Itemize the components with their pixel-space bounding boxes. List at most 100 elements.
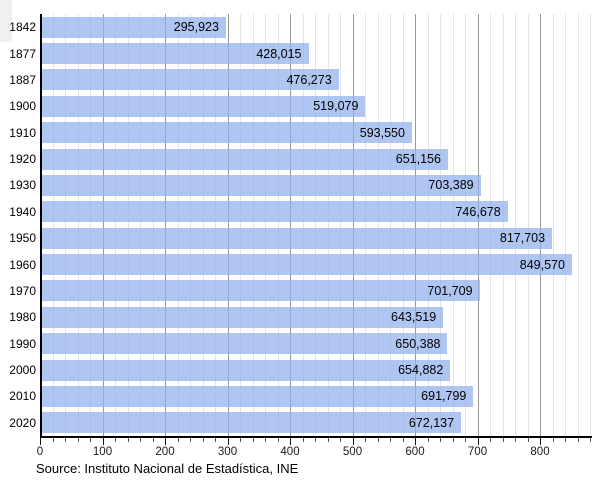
bar-row: 1970 701,709 (0, 278, 592, 304)
bar-rows: 1842 295,923 1877 428,015 1887 476,273 1900 519… (0, 14, 592, 436)
minor-tick (515, 438, 516, 442)
year-label: 1887 (9, 72, 36, 87)
year-label: 1970 (9, 283, 36, 298)
minor-gridline (327, 14, 329, 436)
bar-row: 1990 650,388 (0, 331, 592, 357)
minor-gridline (252, 14, 254, 436)
bar-row: 1950 817,703 (0, 225, 592, 251)
year-label: 1920 (9, 152, 36, 167)
value-label: 817,703 (499, 231, 546, 246)
minor-tick (77, 438, 79, 442)
minor-tick (265, 438, 266, 442)
minor-gridline (515, 14, 516, 436)
value-label: 428,015 (256, 46, 302, 61)
value-label: 476,273 (286, 72, 332, 87)
major-gridline (290, 14, 291, 436)
major-tick (540, 438, 541, 445)
population-bar: 654,882 (41, 359, 451, 381)
minor-tick (452, 438, 454, 442)
population-bar: 643,519 (41, 306, 444, 328)
minor-gridline (115, 14, 116, 436)
major-tick (165, 438, 166, 445)
minor-gridline (65, 14, 66, 436)
minor-tick (490, 438, 491, 442)
value-label: 746,678 (455, 204, 501, 219)
minor-tick (277, 438, 279, 442)
minor-tick (427, 438, 429, 442)
major-gridline (227, 14, 229, 436)
year-label: 2010 (9, 389, 36, 404)
gridlines (40, 14, 592, 436)
bar-row: 2020 672,137 (0, 410, 592, 436)
year-label: 1960 (9, 257, 36, 272)
year-label: 2000 (9, 363, 36, 378)
major-gridline (477, 14, 479, 436)
major-gridline (540, 14, 541, 436)
minor-tick (152, 438, 154, 442)
major-gridline (352, 14, 354, 436)
bar-row: 2010 691,799 (0, 383, 592, 409)
bar-row: 1910 593,550 (0, 120, 592, 146)
value-label: 701,709 (427, 283, 473, 298)
population-bar: 476,273 (41, 69, 339, 91)
population-bar: 428,015 (41, 43, 309, 65)
value-label: 519,079 (313, 99, 359, 114)
minor-tick (115, 438, 116, 442)
minor-tick (327, 438, 329, 442)
minor-gridline (140, 14, 141, 436)
population-bar: 817,703 (41, 227, 553, 249)
minor-gridline (277, 14, 279, 436)
minor-tick (215, 438, 216, 442)
minor-gridline (90, 14, 91, 436)
minor-gridline (365, 14, 366, 436)
year-label: 1990 (9, 336, 36, 351)
corner-shade (0, 0, 12, 42)
major-tick (352, 438, 354, 445)
x-tick-label: 600 (405, 446, 425, 458)
minor-tick (590, 438, 591, 442)
x-tick-label: 200 (155, 446, 175, 458)
minor-tick (302, 438, 304, 442)
bar-row: 1940 746,678 (0, 199, 592, 225)
x-axis-ticks (40, 438, 592, 446)
minor-tick (340, 438, 341, 442)
minor-tick (440, 438, 441, 442)
bar-row: 1980 643,519 (0, 304, 592, 330)
minor-gridline (202, 14, 204, 436)
value-label: 691,799 (421, 389, 467, 404)
year-label: 1877 (9, 46, 36, 61)
x-axis-line (40, 436, 592, 438)
minor-tick (577, 438, 579, 442)
minor-gridline (315, 14, 316, 436)
year-label: 1950 (9, 231, 36, 246)
x-tick-label: 700 (467, 446, 488, 458)
minor-tick (377, 438, 379, 442)
minor-tick (52, 438, 54, 442)
minor-tick (252, 438, 254, 442)
population-bar: 746,678 (41, 201, 508, 223)
minor-gridline (152, 14, 154, 436)
major-gridline (415, 14, 416, 436)
minor-gridline (577, 14, 579, 436)
y-axis-line (40, 14, 42, 438)
minor-gridline (527, 14, 529, 436)
major-gridline (102, 14, 104, 436)
bar-row: 1900 519,079 (0, 93, 592, 119)
minor-tick (65, 438, 66, 442)
population-bar: 701,709 (41, 280, 480, 302)
population-bar: 519,079 (41, 95, 366, 117)
bar-row: 1960 849,570 (0, 251, 592, 277)
major-tick (102, 438, 104, 445)
year-label: 1930 (9, 178, 36, 193)
value-label: 672,137 (408, 415, 455, 430)
x-axis-tick-labels: 0 100 200 300 400 500 600 700 800 (36, 446, 600, 460)
bar-row: 1930 703,389 (0, 172, 592, 198)
minor-tick (390, 438, 391, 442)
major-tick (290, 438, 291, 445)
minor-gridline (552, 14, 554, 436)
minor-gridline (215, 14, 216, 436)
value-label: 849,570 (519, 257, 565, 272)
x-tick-label: 0 (36, 446, 44, 458)
population-bar: 703,389 (41, 174, 481, 196)
